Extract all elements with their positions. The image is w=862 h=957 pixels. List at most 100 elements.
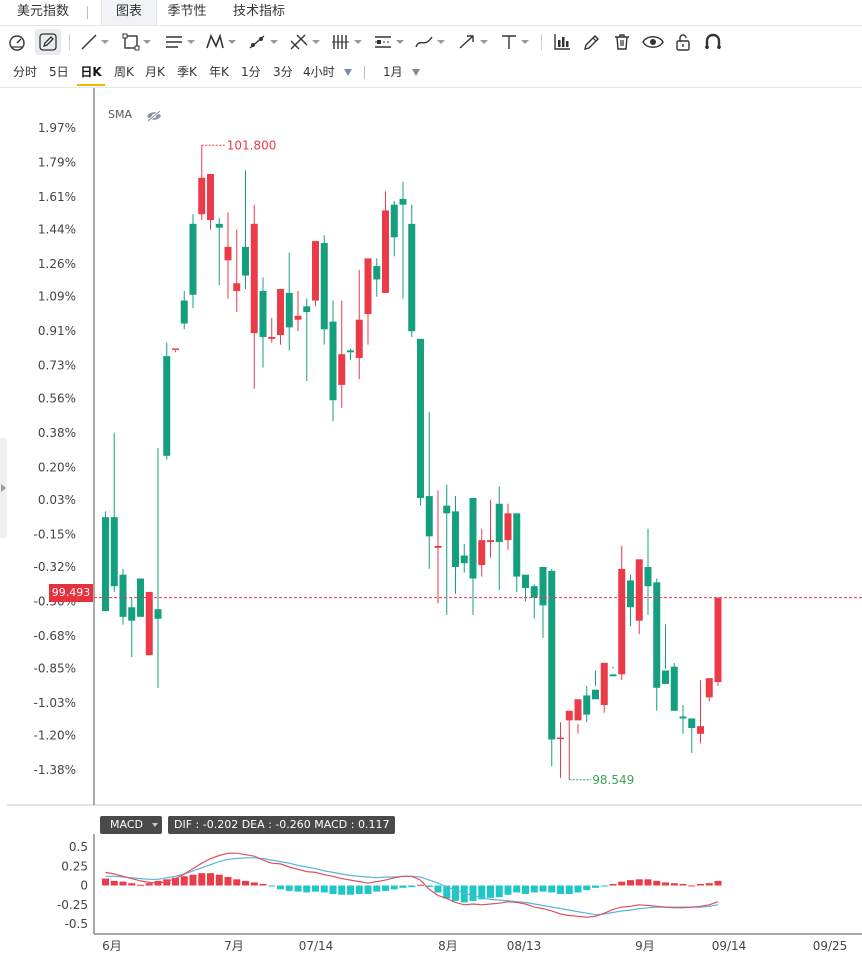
period-monthly[interactable]: 月K (145, 65, 165, 79)
tab-technical[interactable]: 技术指标 (232, 4, 285, 19)
candle-body (250, 223, 258, 334)
macd-hist-bar (285, 885, 293, 891)
candle (128, 597, 136, 658)
macd-hist-bar (215, 874, 223, 886)
macd-hist-bar (469, 885, 477, 901)
macd-hist-bar (574, 885, 582, 893)
candle (355, 269, 363, 380)
candle (688, 718, 696, 753)
candle (592, 670, 599, 700)
rectangle-tool-icon[interactable] (122, 27, 151, 57)
candle-body (548, 570, 556, 740)
period-quarterly[interactable]: 季K (177, 65, 197, 79)
trash-icon[interactable] (612, 27, 632, 57)
tab-divider (87, 6, 88, 19)
brush-icon[interactable] (414, 27, 445, 57)
candle-body (180, 300, 188, 324)
candle-body (592, 689, 599, 700)
macd-y-tick-label: -0.5 (65, 917, 88, 931)
line-tool-icon[interactable] (80, 27, 109, 57)
bar-stats-icon[interactable] (552, 27, 572, 57)
macd-hist-bar (390, 885, 398, 890)
lock-icon[interactable] (673, 27, 693, 57)
period-more-chevron-icon[interactable] (344, 69, 352, 76)
candle (172, 348, 179, 353)
macd-hist-bar (373, 885, 381, 892)
candle (443, 484, 451, 615)
text-icon[interactable] (500, 27, 529, 57)
period-daily[interactable]: 日K (77, 60, 105, 86)
arrow-icon[interactable] (457, 27, 488, 57)
candle-body (224, 246, 232, 261)
macd-y-tick-label: -0.25 (57, 898, 88, 912)
y-tick-label: 1.26% (38, 257, 76, 271)
candle-body (443, 505, 451, 514)
macd-hist-bar (259, 883, 267, 886)
candle (215, 218, 223, 286)
candle (452, 496, 459, 594)
macd-hist-bar (207, 873, 214, 886)
y-tick-label: 0.56% (38, 391, 76, 405)
macd-y-tick-label: 0.5 (69, 840, 88, 854)
sma-visibility-icon[interactable] (146, 108, 162, 127)
sma-label[interactable]: SMA (108, 108, 132, 121)
fib-icon[interactable] (331, 27, 362, 57)
macd-hist-bar (557, 885, 564, 894)
range-chevron-down-icon[interactable] (412, 69, 420, 76)
macd-hist-bar (224, 877, 232, 886)
channel-icon[interactable] (373, 27, 404, 57)
period-5day[interactable]: 5日 (49, 65, 69, 79)
period-4hour[interactable]: 4小时 (303, 65, 335, 79)
macd-hist-bar (627, 880, 634, 886)
macd-hist-bar (128, 883, 136, 886)
candle-body (259, 290, 267, 337)
tab-chart[interactable]: 图表 (101, 0, 157, 25)
macd-hist-bar (705, 883, 713, 886)
edit-icon[interactable] (582, 27, 602, 57)
fork-tool-icon[interactable] (289, 27, 320, 57)
period-yearly[interactable]: 年K (209, 65, 229, 79)
candle-body (600, 662, 608, 706)
candle-body (635, 559, 643, 621)
macd-hist-bar (548, 885, 556, 893)
candle-body (355, 319, 363, 359)
pencil-icon[interactable] (35, 29, 61, 55)
candle (408, 204, 416, 337)
macd-hist-bar (504, 885, 512, 895)
period-timeshare[interactable]: 分时 (13, 65, 38, 79)
period-3min[interactable]: 3分 (273, 65, 293, 79)
period-1min[interactable]: 1分 (241, 65, 261, 79)
candle (530, 584, 538, 619)
candle-body (513, 513, 521, 577)
macd-hist-bar (425, 885, 433, 888)
tab-seasonality[interactable]: 季节性 (167, 4, 207, 19)
period-weekly[interactable]: 周K (114, 65, 134, 79)
y-tick-label: -0.15% (34, 527, 76, 541)
y-tick-label: -0.32% (34, 560, 76, 574)
segment-tool-icon[interactable] (247, 27, 278, 57)
candle (478, 528, 486, 577)
eye-icon[interactable] (642, 27, 664, 57)
dif-line (105, 852, 719, 918)
candle (390, 200, 398, 257)
measure-icon[interactable] (6, 27, 28, 57)
candle-body (268, 336, 276, 339)
candle (294, 290, 302, 332)
macd-hist-bar (460, 885, 468, 903)
macd-hist-bar (609, 883, 617, 886)
candle (145, 591, 153, 656)
y-tick-label: 0.03% (38, 493, 76, 507)
parallel-lines-icon[interactable] (164, 27, 195, 57)
sidebar-toggle-handle[interactable] (0, 438, 7, 538)
candle (364, 258, 372, 345)
pattern-tool-icon[interactable] (205, 27, 236, 57)
candle-body (145, 591, 153, 656)
range-select[interactable]: 1月 (383, 65, 403, 79)
candle-body (110, 517, 118, 587)
y-tick-label: -1.38% (34, 763, 76, 777)
macd-hist-bar (242, 880, 249, 886)
macd-indicator-dropdown[interactable]: MACD (100, 816, 162, 834)
candle-body (373, 266, 381, 280)
magnet-icon[interactable] (703, 27, 723, 57)
